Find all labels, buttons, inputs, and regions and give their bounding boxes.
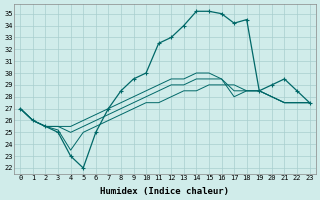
X-axis label: Humidex (Indice chaleur): Humidex (Indice chaleur) (100, 187, 229, 196)
